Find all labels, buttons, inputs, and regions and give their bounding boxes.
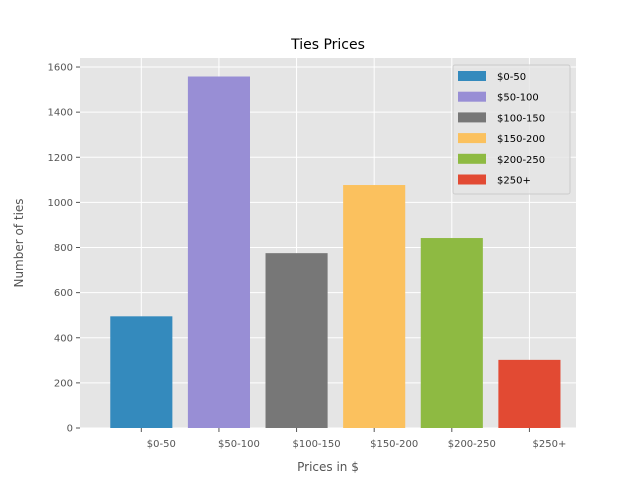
legend-swatch [458, 91, 486, 102]
y-tick-label: 1000 [48, 198, 73, 209]
x-tick-label: $50-100 [218, 439, 260, 450]
bar [498, 359, 561, 428]
y-tick-label: 600 [54, 288, 73, 299]
chart-title: Ties Prices [290, 37, 365, 53]
x-tick-label: $150-200 [370, 439, 418, 450]
legend-entry: $100-150 [497, 113, 545, 124]
x-tick-label: $200-250 [448, 439, 496, 450]
legend-swatch [458, 133, 486, 144]
bar [343, 185, 406, 428]
legend-swatch [458, 112, 486, 123]
y-tick-label: 0 [67, 424, 73, 435]
legend-entry: $250+ [497, 176, 531, 187]
bar [187, 76, 250, 428]
y-tick-label: 800 [54, 243, 73, 254]
legend-swatch [458, 71, 486, 81]
legend-entry: $50-100 [497, 93, 539, 104]
legend-swatch [458, 153, 486, 164]
y-tick-label: 400 [54, 333, 73, 344]
x-tick-label: $0-50 [147, 439, 176, 450]
bar [420, 238, 483, 428]
bar [110, 316, 173, 428]
y-tick-label: 1200 [48, 153, 73, 164]
y-tick-label: 200 [54, 378, 73, 389]
bars [110, 76, 561, 428]
legend: $0-50 $50-100 $100-150 $150-200 $200-250 $250… [452, 64, 571, 195]
x-tick-label: $250+ [533, 439, 567, 450]
legend-entry: $0-50 [497, 72, 526, 83]
legend-entry: $200-250 [497, 155, 545, 166]
y-tick-label: 1400 [48, 108, 73, 119]
y-axis-ticks: 0 200 400 600 800 1000 1200 1400 1600 [48, 63, 80, 435]
legend-entry: $150-200 [497, 134, 545, 145]
y-tick-label: 1600 [48, 63, 73, 74]
y-axis-label: Number of ties [12, 198, 26, 287]
bar [265, 253, 328, 428]
x-axis-label: Prices in $ [297, 460, 359, 474]
legend-swatch [458, 174, 486, 185]
x-axis-ticks: $0-50 $50-100 $100-150 $150-200 $200-250 $250… [140, 428, 567, 450]
x-tick-label: $100-150 [292, 439, 340, 450]
